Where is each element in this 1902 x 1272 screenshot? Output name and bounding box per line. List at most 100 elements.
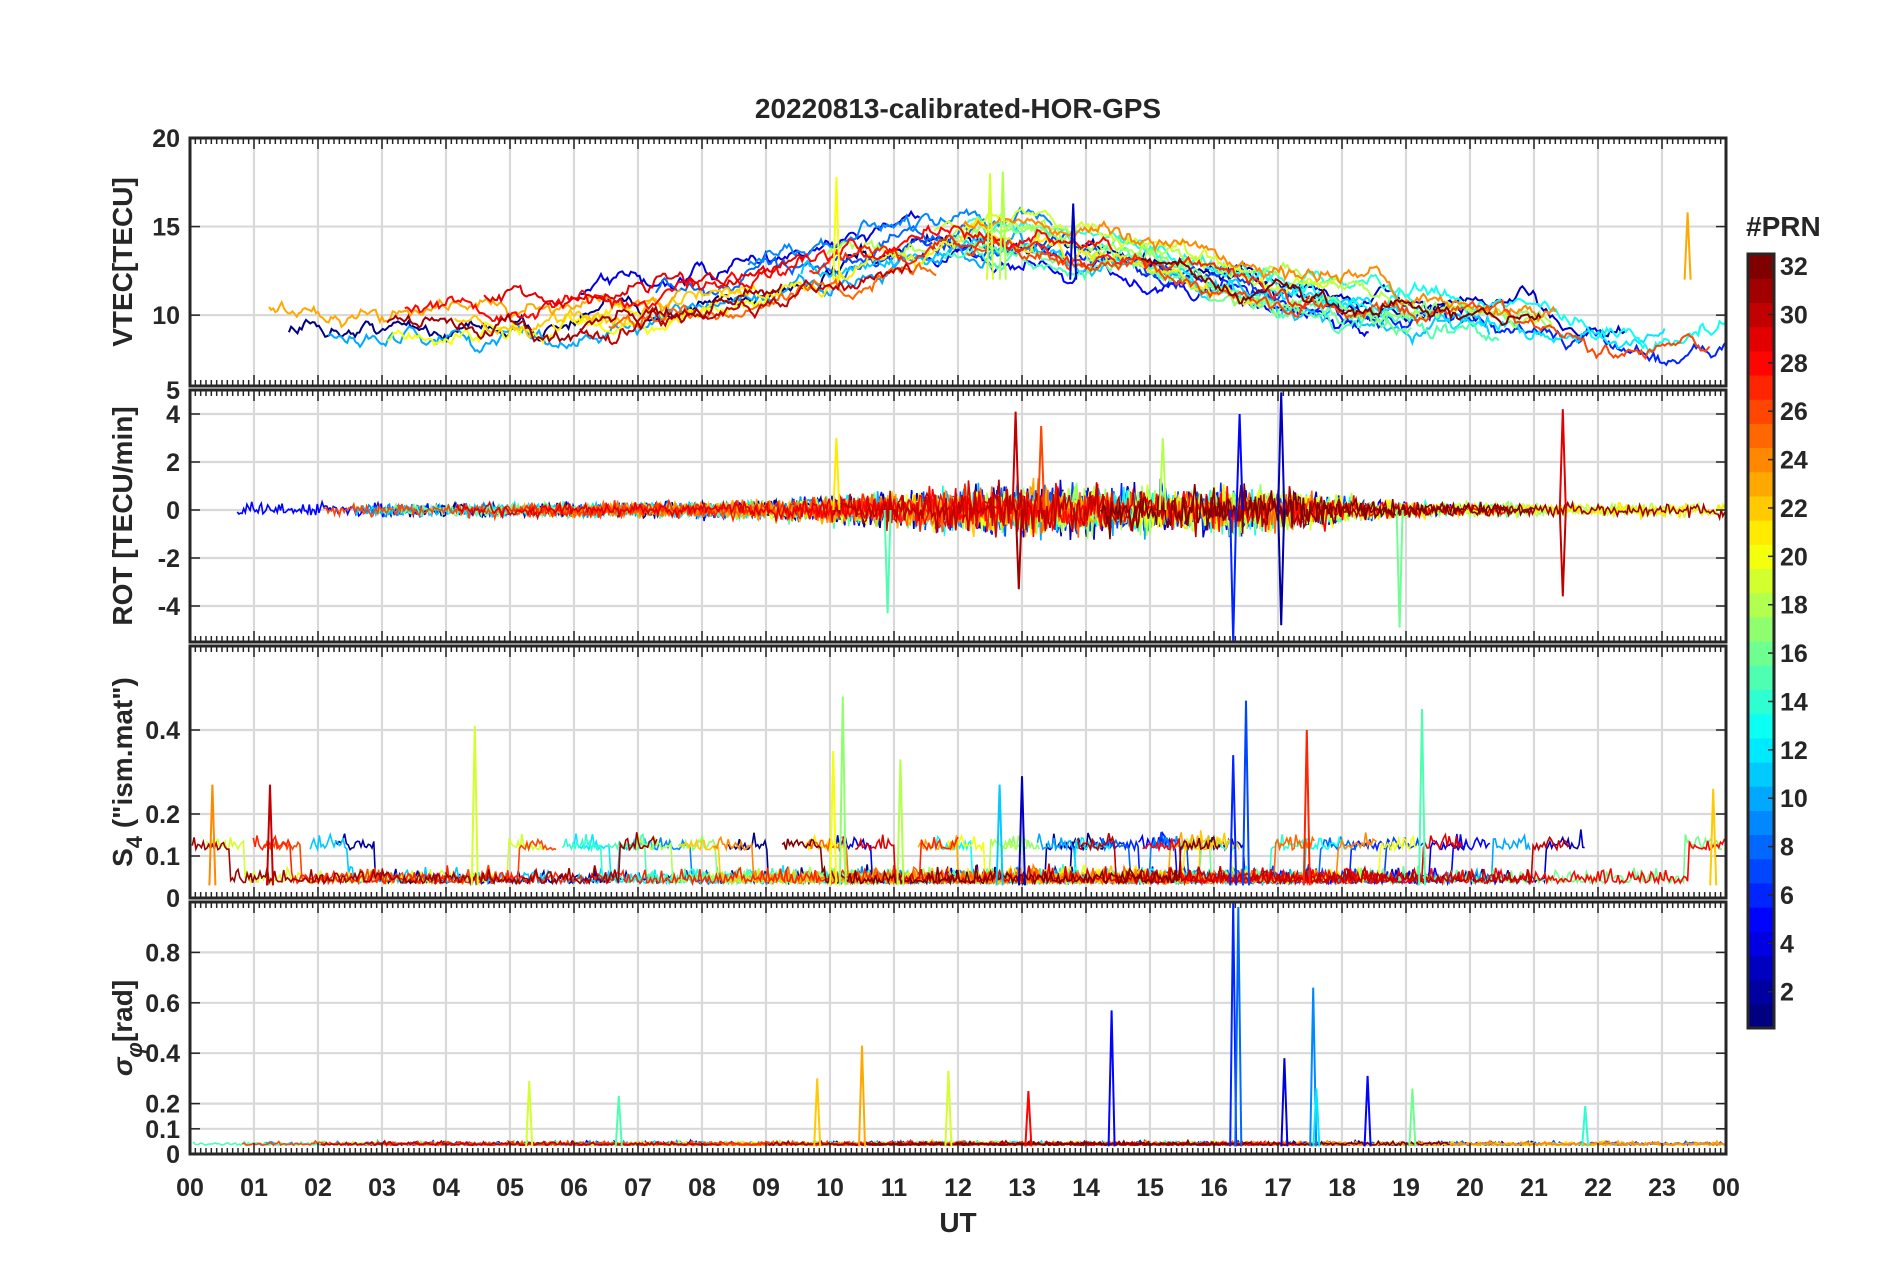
- colorbar-cell-prn-5: [1748, 907, 1774, 932]
- rot-spike-prn-15: [883, 509, 892, 614]
- colorbar-cell-prn-23: [1748, 471, 1774, 497]
- rot-spike-prn-18: [1158, 437, 1167, 511]
- vtec-line-prn-31: [386, 283, 783, 343]
- y-axis-label-sigma_phi: σφ[rad]: [107, 980, 147, 1076]
- y-tick-label: 0: [166, 885, 180, 913]
- s4-spike-prn-11: [995, 784, 1004, 886]
- grid-vtec: [188, 136, 1728, 386]
- s4-spike-prn-3: [1018, 776, 1026, 886]
- s4-line-prn-32: [781, 834, 1220, 886]
- y-label-rest: ("ism.mat"): [107, 677, 138, 836]
- y-tick-label: 5: [166, 377, 180, 405]
- y-tick-label: 15: [152, 214, 180, 242]
- rot-spike-prn-31: [1014, 509, 1023, 590]
- colorbar-tick-label: 28: [1780, 350, 1808, 378]
- s4-spike-prn-19: [470, 725, 479, 886]
- colorbar-tick-label: 6: [1780, 882, 1794, 910]
- colorbar-tick-label: 2: [1780, 979, 1794, 1007]
- sigma_phi-spike-prn-15: [614, 1095, 623, 1147]
- y-axis-label-s4: S4 ("ism.mat"): [107, 677, 147, 867]
- panel-sigma_phi: 00.10.2 0.4 0.6 0.8 σφ[rad]: [107, 900, 1728, 1169]
- ticks-s4: [189, 646, 1727, 899]
- y-tick-label: 0.4: [145, 1040, 180, 1068]
- colorbar-tick-label: 30: [1780, 301, 1808, 329]
- colorbar-tick-label: 22: [1780, 495, 1808, 523]
- x-tick-label: 16: [1200, 1174, 1228, 1202]
- x-tick-label: 22: [1584, 1174, 1612, 1202]
- colorbar-cell-prn-15: [1748, 665, 1774, 690]
- colorbar-tick-label: 14: [1780, 688, 1808, 716]
- vtec-spike-prn-23: [1683, 212, 1692, 280]
- y-tick-label: 0.6: [145, 990, 180, 1018]
- x-tick-label: 01: [240, 1174, 268, 1202]
- x-tick-label: 03: [368, 1174, 396, 1202]
- y-tick-label: 0.2: [145, 801, 180, 829]
- y-label-rest: [rad]: [107, 980, 138, 1042]
- ticks-sigma_phi: [189, 902, 1727, 1155]
- x-tick-label: 05: [496, 1174, 524, 1202]
- series-sigma_phi: [192, 902, 1726, 1147]
- s4-spike-prn-6: [1229, 755, 1238, 886]
- x-tick-label: 09: [752, 1174, 780, 1202]
- sigma_phi-spike-prn-23: [858, 1045, 866, 1147]
- sigma-line-prn-30: [320, 1139, 722, 1147]
- colorbar-tick-label: 18: [1780, 592, 1808, 620]
- rot-line-prn-32: [1099, 483, 1536, 540]
- colorbar-cell-prn-19: [1748, 568, 1774, 594]
- colorbar-tick-label: 20: [1780, 543, 1808, 571]
- rot-spike-prn-26: [1037, 425, 1046, 511]
- series-rot: [236, 392, 1726, 642]
- colorbar-cell-prn-27: [1748, 374, 1774, 400]
- vtec-spike-prn-18: [998, 171, 1007, 280]
- vtec-spike-prn-19: [986, 173, 994, 280]
- x-tick-label: 04: [432, 1174, 460, 1202]
- y-axis-label-vtec: VTEC[TECU]: [107, 177, 138, 347]
- y-tick-label: -2: [158, 545, 180, 573]
- s4-spike-prn-22: [1709, 788, 1718, 886]
- sigma_phi-spike-prn-12: [1312, 1088, 1321, 1147]
- chart-title: 20220813-calibrated-HOR-GPS: [755, 93, 1161, 124]
- sigma_phi-spike-prn-16: [1408, 1088, 1417, 1147]
- x-axis-label: UT: [939, 1207, 976, 1238]
- x-tick-label: 11: [881, 1174, 908, 1202]
- y-label-sub: φ: [122, 1042, 147, 1057]
- x-tick-label: 20: [1456, 1174, 1484, 1202]
- s4-line-prn-31: [191, 832, 658, 887]
- colorbar-cell-prn-13: [1748, 713, 1774, 739]
- sigma_phi-spike-prn-5: [1363, 1075, 1372, 1147]
- colorbar-cell-prn-25: [1748, 423, 1774, 449]
- vtec-line-prn-13: [1100, 237, 1726, 355]
- vtec-line-prn-20: [387, 295, 770, 348]
- colorbar-tick-label: 10: [1780, 785, 1808, 813]
- colorbar-tick-label: 24: [1780, 447, 1808, 475]
- colorbar-cell-prn-7: [1748, 858, 1774, 884]
- rot-spike-prn-5: [1235, 413, 1244, 511]
- rot-line-prn-29: [455, 480, 1019, 538]
- vtec-line-prn-7: [834, 232, 1295, 304]
- y-tick-label: 0.1: [145, 843, 180, 871]
- sigma-line-prn-31: [767, 1139, 1248, 1147]
- vtec-line-prn-25: [608, 262, 937, 330]
- sigma_phi-spike-prn-8: [1234, 906, 1243, 1147]
- x-tick-label: 17: [1264, 1174, 1292, 1202]
- x-tick-label: 02: [304, 1174, 332, 1202]
- sigma_phi-spike-prn-19: [525, 1080, 534, 1147]
- x-tick-label: 15: [1136, 1174, 1164, 1202]
- rot-spike-prn-29: [1558, 409, 1567, 511]
- y-tick-label: 4: [166, 401, 180, 429]
- colorbar-tick-label: 26: [1780, 398, 1808, 426]
- s4-spike-prn-20: [829, 750, 838, 886]
- y-label-main: S: [107, 848, 138, 867]
- y-tick-label: 0: [166, 1141, 180, 1169]
- s4-spike-prn-17: [838, 696, 847, 886]
- y-tick-label: 20: [152, 125, 180, 153]
- colorbar: 32 30 28 26 24 22 20 18 16 14 12 10 8 6 4 2 #PRN: [1746, 211, 1821, 1030]
- vtec-spike-prn-20: [832, 176, 841, 280]
- sigma-line-prn-32: [865, 1138, 1450, 1147]
- colorbar-cell-prn-11: [1748, 761, 1774, 787]
- x-tick-label: 13: [1008, 1174, 1036, 1202]
- x-tick-label: 00: [176, 1174, 204, 1202]
- y-tick-label: 0.1: [145, 1116, 180, 1144]
- y-axis-label-rot: ROT [TECU/min]: [107, 406, 138, 625]
- colorbar-tick-label: 4: [1780, 930, 1794, 958]
